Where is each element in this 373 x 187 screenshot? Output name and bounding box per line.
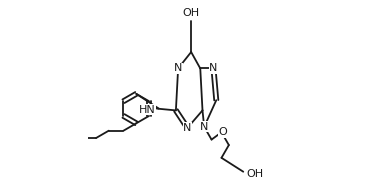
Text: OH: OH (246, 169, 263, 179)
Text: OH: OH (183, 8, 200, 18)
Text: N: N (209, 63, 218, 73)
Text: HN: HN (139, 105, 156, 115)
Text: O: O (218, 127, 227, 137)
Text: N: N (174, 63, 182, 73)
Text: N: N (183, 123, 192, 133)
Text: N: N (200, 122, 209, 132)
